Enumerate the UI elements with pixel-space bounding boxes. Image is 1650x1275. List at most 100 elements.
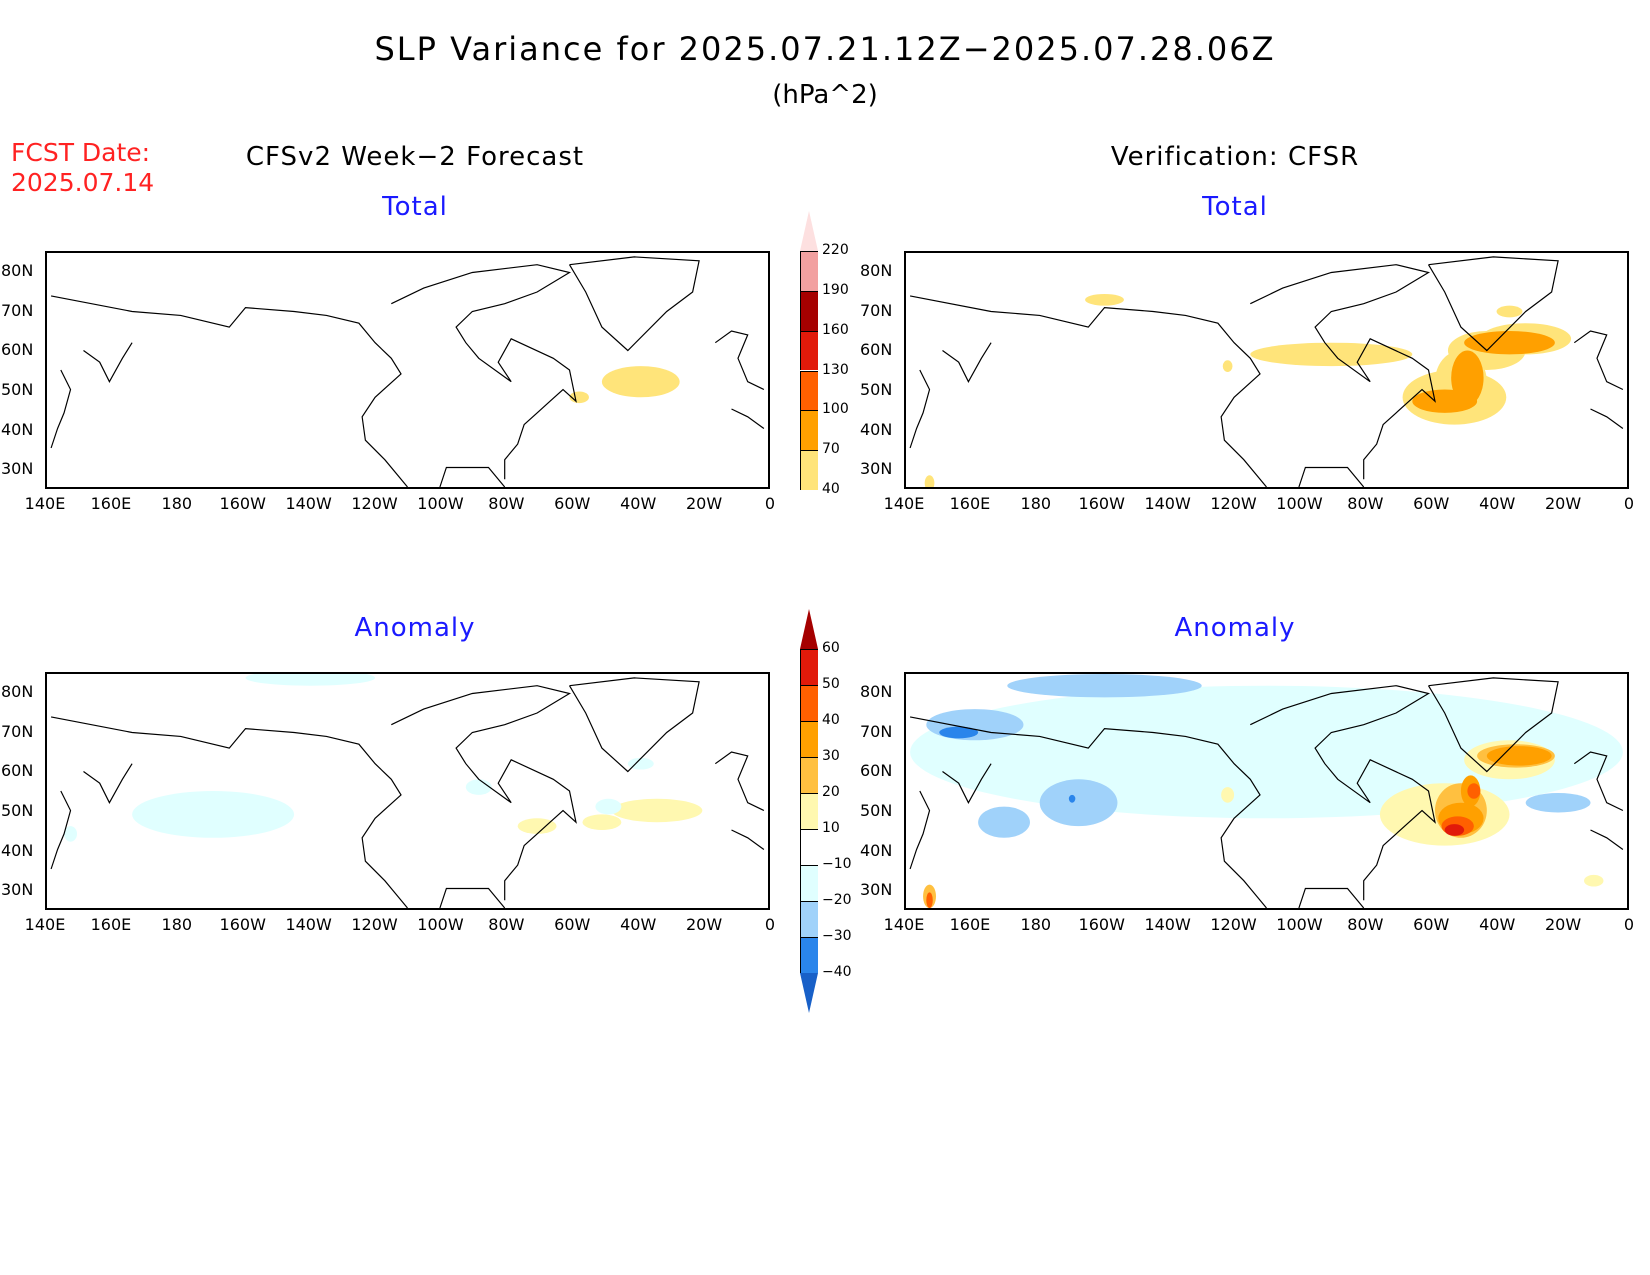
total-colorbar-label: 160 (822, 321, 849, 338)
coastline (50, 790, 72, 870)
coastline (909, 790, 931, 870)
contour-fill (1525, 792, 1591, 813)
lat-tick-label: 70N (860, 721, 893, 741)
coastline (1250, 685, 1436, 901)
lat-tick-label: 80N (860, 681, 893, 701)
lat-tick-label: 50N (1, 379, 34, 399)
lon-tick-label: 0 (764, 915, 776, 934)
coastline (50, 295, 408, 487)
lat-tick-label: 70N (860, 300, 893, 320)
contour-fill (132, 791, 295, 838)
lon-tick-label: 140E (883, 494, 925, 513)
anomaly-colorbar-label: −40 (822, 964, 852, 980)
anomaly-colorbar-top-arrow (800, 609, 818, 649)
contour-fill (465, 779, 492, 795)
lat-tick-label: 80N (1, 260, 34, 280)
coastline (909, 369, 931, 449)
contour-fill (924, 475, 935, 487)
coastline (731, 408, 765, 429)
lon-tick-label: 140W (285, 494, 332, 513)
lon-tick-label: 180 (161, 494, 193, 513)
anomaly-colorbar-label: 60 (822, 640, 840, 656)
contour-fill (595, 798, 622, 815)
lat-tick-label: 40N (860, 840, 893, 860)
contour-fill (1444, 824, 1465, 836)
lat-tick-label: 50N (860, 800, 893, 820)
lat-tick-label: 50N (1, 800, 34, 820)
lon-tick-label: 180 (1020, 915, 1052, 934)
lon-tick-label: 60W (554, 494, 591, 513)
lon-tick-label: 140E (24, 494, 66, 513)
contour-fill (939, 726, 979, 739)
lat-tick-label: 80N (1, 681, 34, 701)
total-colorbar-swatch (800, 410, 818, 451)
forecast-column-title: CFSv2 Week−2 Forecast (245, 142, 585, 172)
anomaly-colorbar-swatch (800, 793, 818, 829)
lon-tick-label: 20W (685, 494, 723, 513)
lon-tick-label: 120W (1210, 915, 1257, 934)
anomaly-colorbar-bottom-arrow (800, 973, 818, 1013)
anomaly-colorbar-label: 30 (822, 748, 840, 764)
verify-total-map (904, 251, 1629, 489)
lon-tick-label: 120W (1210, 494, 1257, 513)
lon-tick-label: 140E (24, 915, 66, 934)
fcst-label: FCST Date: (11, 138, 151, 167)
contour-fill (1221, 787, 1235, 803)
lat-tick-label: 30N (860, 459, 893, 479)
lon-tick-label: 160W (219, 494, 266, 513)
total-colorbar-swatch (800, 330, 818, 371)
forecast-anomaly-label: Anomaly (354, 613, 476, 643)
lon-tick-label: 20W (685, 915, 723, 934)
lon-tick-label: 140W (285, 915, 332, 934)
lat-tick-label: 30N (1, 459, 34, 479)
lat-tick-label: 60N (860, 340, 893, 360)
lat-tick-label: 70N (1, 300, 34, 320)
forecast-total-label: Total (382, 192, 448, 222)
contour-fill (245, 674, 376, 686)
lat-tick-label: 60N (1, 340, 34, 360)
contour-fill (1222, 360, 1233, 372)
anomaly-colorbar-label: 10 (822, 820, 840, 836)
lat-tick-label: 60N (860, 761, 893, 781)
contour-fill (1250, 342, 1413, 367)
anomaly-colorbar-swatch (800, 757, 818, 793)
total-colorbar-swatch (800, 251, 818, 291)
lon-tick-label: 100W (1276, 915, 1323, 934)
coastline (1250, 264, 1436, 480)
coastline (83, 342, 133, 383)
coastline (731, 829, 765, 850)
contour-fill (64, 826, 78, 842)
total-colorbar-swatch (800, 450, 818, 490)
lon-tick-label: 120W (351, 494, 398, 513)
total-colorbar-top-arrow (800, 211, 818, 251)
contour-fill (1464, 331, 1555, 355)
total-colorbar-label: 220 (822, 242, 849, 258)
lon-tick-label: 160E (949, 915, 991, 934)
contour-fill (978, 806, 1030, 838)
anomaly-colorbar-swatch (800, 937, 818, 973)
coastline (568, 256, 700, 352)
fcst-date: 2025.07.14 (11, 168, 155, 197)
lat-tick-label: 70N (1, 721, 34, 741)
forecast-total-map (45, 251, 770, 489)
contour-fill (926, 892, 933, 908)
lon-tick-label: 140W (1144, 494, 1191, 513)
contour-fill (517, 818, 557, 834)
lon-tick-label: 20W (1544, 494, 1582, 513)
lat-tick-label: 30N (1, 880, 34, 900)
contour-fill (601, 366, 680, 398)
chart-title: SLP Variance for 2025.07.21.12Z−2025.07.… (374, 30, 1276, 68)
lon-tick-label: 140E (883, 915, 925, 934)
contour-fill (1085, 293, 1124, 306)
coastline (391, 264, 577, 480)
total-colorbar-swatch (800, 370, 818, 411)
contour-fill (1467, 783, 1481, 799)
total-colorbar-label: 40 (822, 481, 840, 497)
total-colorbar-label: 70 (822, 441, 840, 458)
anomaly-colorbar-label: 40 (822, 712, 840, 728)
coastline (714, 751, 765, 812)
lon-tick-label: 160E (90, 915, 132, 934)
anomaly-colorbar-swatch (800, 829, 818, 865)
lon-tick-label: 100W (1276, 494, 1323, 513)
